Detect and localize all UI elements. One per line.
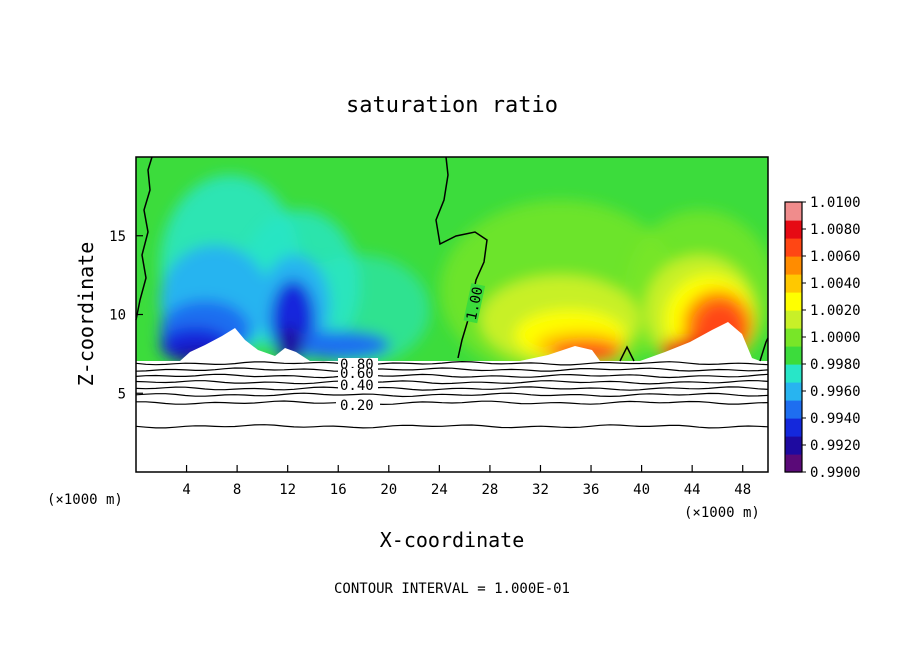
x-tick-label-7: 32 (532, 482, 549, 498)
contour-label-060: 0.60 (340, 366, 374, 382)
colorbar-label-9: 1.0080 (810, 222, 861, 238)
x-unit-left: (×1000 m) (47, 492, 123, 508)
colorbar-label-3: 0.9960 (810, 384, 861, 400)
colorbar-swatch-2 (785, 418, 802, 437)
contour-line-0 (135, 360, 769, 366)
contour-interval-note: CONTOUR INTERVAL = 1.000E-01 (334, 581, 570, 597)
colorbar-swatch-10 (785, 274, 802, 293)
chart-title: saturation ratio (346, 93, 558, 118)
x-axis: 4 8 12 16 20 24 28 32 36 40 44 48 (182, 465, 751, 498)
stable-layer (135, 156, 769, 472)
y-axis: 5 10 15 (109, 229, 143, 402)
colorbar-label-10: 1.0100 (810, 195, 861, 211)
colorbar-swatch-13 (785, 220, 802, 239)
colorbar-swatch-5 (785, 364, 802, 383)
colorbar-label-8: 1.0060 (810, 249, 861, 265)
x-tick-label-8: 36 (583, 482, 600, 498)
contour-line-2 (135, 373, 769, 379)
contour-line-4 (135, 386, 769, 391)
colorbar-swatch-6 (785, 346, 802, 365)
y-tick-label-2: 15 (109, 229, 126, 245)
x-tick-label-0: 4 (182, 482, 190, 498)
x-tick-label-4: 20 (380, 482, 397, 498)
x-tick-label-6: 28 (481, 482, 498, 498)
colorbar-swatch-7 (785, 328, 802, 347)
y-tick-label-1: 10 (109, 308, 126, 324)
colorbar-label-6: 1.0020 (810, 303, 861, 319)
colorbar-label-5: 1.0000 (810, 330, 861, 346)
y-axis-label: Z-coordinate (74, 242, 98, 387)
contour-line-7 (135, 424, 769, 429)
x-tick-label-5: 24 (431, 482, 448, 498)
colorbar-swatch-0 (785, 454, 802, 473)
colorbar-swatch-12 (785, 238, 802, 257)
colorbar-swatch-4 (785, 382, 802, 401)
y-tick-label-0: 5 (118, 386, 126, 402)
x-tick-label-11: 48 (734, 482, 751, 498)
colorbar-label-2: 0.9940 (810, 411, 861, 427)
heatmap-field (136, 157, 768, 361)
colorbar-swatch-8 (785, 310, 802, 329)
contour-line-5 (135, 392, 769, 398)
colorbar-label-4: 0.9980 (810, 357, 861, 373)
x-tick-label-2: 12 (279, 482, 296, 498)
contour-label-group: 0.80 0.60 0.40 0.20 1.00 (336, 283, 487, 414)
x-tick-label-9: 40 (633, 482, 650, 498)
x-tick-label-3: 16 (330, 482, 347, 498)
cloud-free-gap (180, 322, 760, 361)
colorbar: 0.9900 0.9920 0.9940 0.9960 0.9980 1.0000 1.00… (784, 195, 861, 481)
x-tick-label-10: 44 (684, 482, 701, 498)
contour-line-3 (135, 379, 769, 385)
colorbar-swatch-1 (785, 436, 802, 455)
contour-label-020: 0.20 (340, 398, 374, 414)
contour-lines (135, 360, 769, 429)
subsaturated-region (160, 175, 430, 361)
x-axis-label: X-coordinate (380, 528, 525, 552)
colorbar-swatch-9 (785, 292, 802, 311)
colorbar-label-7: 1.0040 (810, 276, 861, 292)
colorbar-swatch-11 (785, 256, 802, 275)
colorbar-swatch-14 (785, 202, 802, 221)
contour-line-1 (135, 367, 769, 372)
colorbar-label-1: 0.9920 (810, 438, 861, 454)
x-unit-right: (×1000 m) (684, 505, 760, 521)
contour-label-040: 0.40 (340, 378, 374, 394)
colorbar-label-0: 0.9900 (810, 465, 861, 481)
contour-line-6 (136, 400, 769, 406)
colorbar-swatch-3 (785, 400, 802, 419)
contour-label-100: 1.00 (464, 285, 487, 321)
x-tick-label-1: 8 (233, 482, 241, 498)
